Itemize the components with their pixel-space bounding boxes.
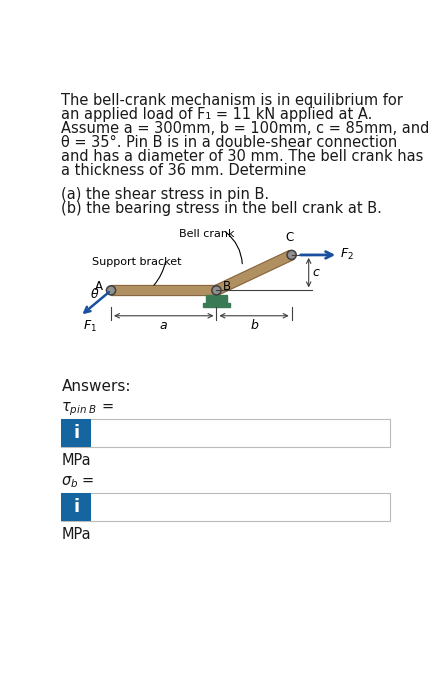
Circle shape <box>289 252 295 258</box>
Bar <box>61 419 390 447</box>
Text: $F_1$: $F_1$ <box>83 319 97 335</box>
Text: $\tau_{pin\ B}$ =: $\tau_{pin\ B}$ = <box>61 400 114 418</box>
Text: i: i <box>73 424 79 442</box>
Text: a thickness of 36 mm. Determine: a thickness of 36 mm. Determine <box>61 162 307 178</box>
Text: Support bracket: Support bracket <box>92 258 181 267</box>
Text: θ = 35°. Pin B is in a double-shear connection: θ = 35°. Pin B is in a double-shear conn… <box>61 135 398 150</box>
Text: Bell crank: Bell crank <box>179 229 234 239</box>
Circle shape <box>108 287 114 293</box>
Text: an applied load of F₁ = 11 kN applied at A.: an applied load of F₁ = 11 kN applied at… <box>61 107 373 122</box>
Text: C: C <box>285 231 293 244</box>
Text: b: b <box>250 318 258 332</box>
Text: Answers:: Answers: <box>61 379 131 394</box>
Bar <box>61 493 390 521</box>
Text: MPa: MPa <box>61 526 91 542</box>
Text: i: i <box>73 498 79 516</box>
Text: The bell-crank mechanism is in equilibrium for: The bell-crank mechanism is in equilibri… <box>61 93 404 108</box>
Circle shape <box>107 286 116 295</box>
Text: B: B <box>223 280 231 293</box>
Circle shape <box>212 286 221 295</box>
Bar <box>61 419 91 447</box>
Circle shape <box>213 287 220 293</box>
Text: (b) the bearing stress in the bell crank at B.: (b) the bearing stress in the bell crank… <box>61 201 382 216</box>
Text: (a) the shear stress in pin B.: (a) the shear stress in pin B. <box>61 187 270 202</box>
Text: a: a <box>160 318 168 332</box>
Bar <box>203 302 230 307</box>
Text: Assume a = 300mm, b = 100mm, c = 85mm, and: Assume a = 300mm, b = 100mm, c = 85mm, a… <box>61 121 430 136</box>
Polygon shape <box>111 286 217 295</box>
Text: $\sigma_b$ =: $\sigma_b$ = <box>61 475 95 490</box>
Text: and has a diameter of 30 mm. The bell crank has: and has a diameter of 30 mm. The bell cr… <box>61 148 424 164</box>
Text: MPa: MPa <box>61 453 91 468</box>
Text: c: c <box>312 266 320 279</box>
Text: $F_2$: $F_2$ <box>340 246 354 262</box>
Bar <box>206 295 227 302</box>
Circle shape <box>287 251 296 260</box>
Polygon shape <box>214 251 294 295</box>
Text: A: A <box>95 280 103 293</box>
Bar <box>61 493 91 521</box>
Text: θ: θ <box>91 288 99 301</box>
